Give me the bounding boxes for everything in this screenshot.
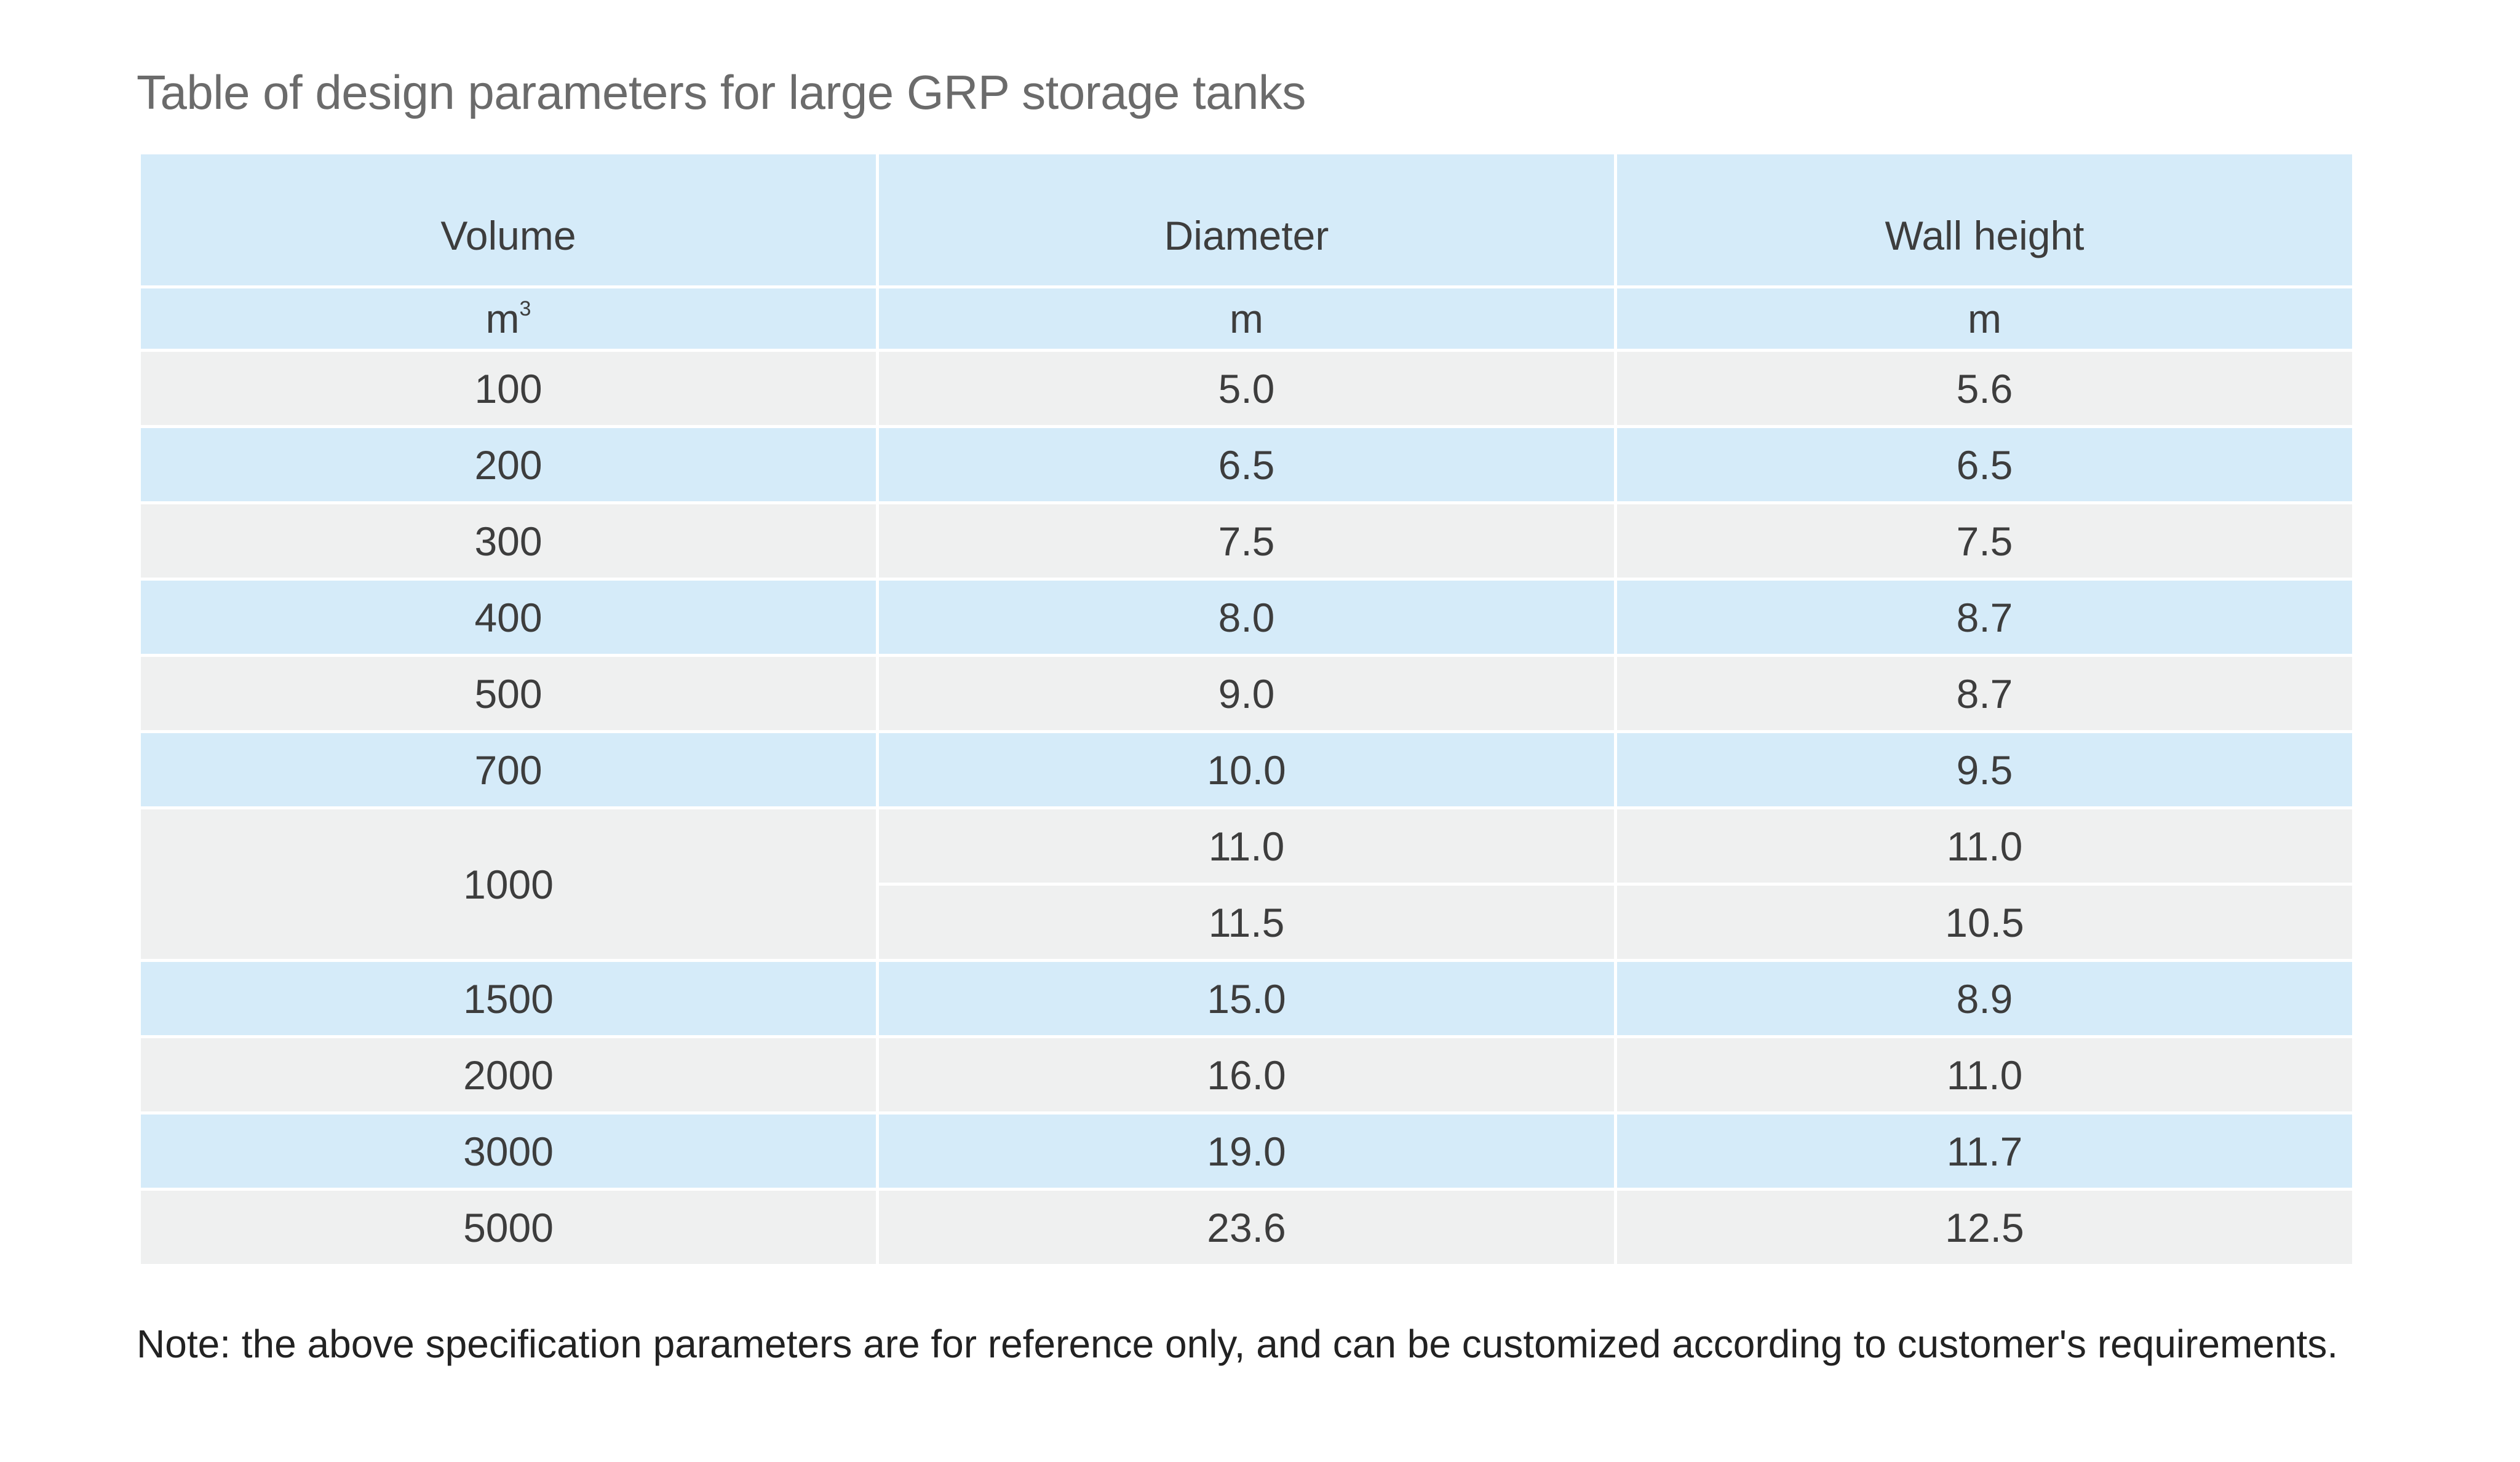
cell-wall-height: 8.7 [1614,654,2355,733]
unit-wall-height: m [1614,285,2355,352]
table-row: 400 8.0 8.7 [138,578,2355,657]
cell-volume: 500 [138,654,879,733]
table-row: 11.5 10.5 [140,883,2355,962]
cell-diameter: 10.0 [876,730,1617,809]
table-row: 2000 16.0 11.0 [138,1035,2355,1114]
cell-wall-height: 6.5 [1614,425,2355,504]
cell-wall-height: 10.5 [1614,883,2355,962]
cell-volume: 1500 [138,959,879,1038]
cell-volume: 400 [138,578,879,657]
page-title: Table of design parameters for large GRP… [137,65,1306,119]
column-header-wall-height: Wall height [1614,151,2355,288]
cell-volume: 5000 [138,1188,879,1267]
unit-volume-exponent: 3 [519,297,531,320]
cell-wall-height: 5.6 [1614,349,2355,428]
unit-volume-base: m [485,296,520,341]
column-header-volume: Volume [138,151,879,288]
table-row: 200 6.5 6.5 [138,425,2355,504]
cell-diameter: 5.0 [876,349,1617,428]
cell-volume: 2000 [138,1035,879,1114]
table-row: 500 9.0 8.7 [138,654,2355,733]
table-row: 300 7.5 7.5 [138,501,2355,581]
cell-wall-height: 7.5 [1614,501,2355,581]
unit-volume: m3 [138,285,879,352]
cell-diameter: 16.0 [876,1035,1617,1114]
table-row: 1000 11.0 11.0 [138,806,2355,962]
cell-wall-height: 11.0 [1614,1035,2355,1114]
cell-diameter: 11.5 [876,883,1617,962]
header-row: Volume Diameter Wall height [138,151,2355,288]
table-row: 100 5.0 5.6 [138,349,2355,428]
cell-wall-height: 11.0 [1614,806,2355,886]
cell-diameter: 9.0 [876,654,1617,733]
cell-diameter: 23.6 [876,1188,1617,1267]
cell-wall-height: 8.9 [1614,959,2355,1038]
cell-volume: 200 [138,425,879,504]
cell-diameter: 8.0 [876,578,1617,657]
cell-diameter: 15.0 [876,959,1617,1038]
design-parameters-table: Volume Diameter Wall height m3 m m 100 5… [138,151,2355,1267]
cell-volume: 700 [138,730,879,809]
cell-volume-merged: 1000 [138,806,879,962]
cell-volume: 100 [138,349,879,428]
footnote: Note: the above specification parameters… [137,1322,2339,1366]
cell-diameter: 11.0 [876,806,1617,886]
unit-row: m3 m m [138,285,2355,352]
cell-wall-height: 11.7 [1614,1111,2355,1191]
cell-volume: 300 [138,501,879,581]
table-row: 700 10.0 9.5 [138,730,2355,809]
cell-wall-height: 8.7 [1614,578,2355,657]
cell-diameter: 6.5 [876,425,1617,504]
table-row: 3000 19.0 11.7 [138,1111,2355,1191]
cell-volume: 3000 [138,1111,879,1191]
cell-wall-height: 12.5 [1614,1188,2355,1267]
unit-diameter: m [876,285,1617,352]
cell-wall-height: 9.5 [1614,730,2355,809]
cell-diameter: 19.0 [876,1111,1617,1191]
table-row: 1500 15.0 8.9 [138,959,2355,1038]
cell-diameter: 7.5 [876,501,1617,581]
column-header-diameter: Diameter [876,151,1617,288]
table-row: 5000 23.6 12.5 [138,1188,2355,1267]
